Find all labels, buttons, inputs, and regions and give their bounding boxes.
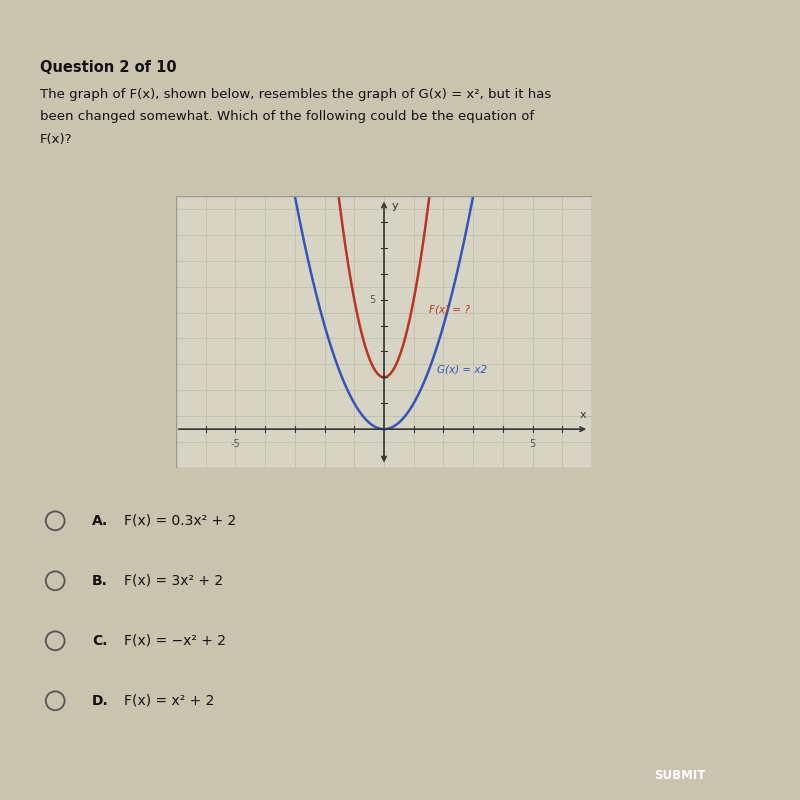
Text: F(x) = ?: F(x) = ?	[429, 305, 470, 314]
Text: F(x) = 0.3x² + 2: F(x) = 0.3x² + 2	[124, 514, 236, 528]
Text: D.: D.	[92, 694, 109, 708]
Text: 5: 5	[530, 439, 536, 449]
Text: The graph of F(x), shown below, resembles the graph of G(x) = x², but it has: The graph of F(x), shown below, resemble…	[40, 88, 551, 101]
Text: G(x) = x2: G(x) = x2	[438, 364, 488, 374]
Text: SUBMIT: SUBMIT	[654, 769, 706, 782]
Text: B.: B.	[92, 574, 108, 588]
Text: A.: A.	[92, 514, 108, 528]
Text: been changed somewhat. Which of the following could be the equation of: been changed somewhat. Which of the foll…	[40, 110, 534, 123]
Text: Question 2 of 10: Question 2 of 10	[40, 60, 177, 75]
Text: C.: C.	[92, 634, 107, 648]
Text: F(x) = x² + 2: F(x) = x² + 2	[124, 694, 214, 708]
Text: y: y	[391, 201, 398, 211]
Text: F(x)?: F(x)?	[40, 133, 73, 146]
Text: x: x	[580, 410, 586, 420]
Text: 5: 5	[369, 294, 375, 305]
Text: F(x) = −x² + 2: F(x) = −x² + 2	[124, 634, 226, 648]
Text: -5: -5	[230, 439, 240, 449]
Text: F(x) = 3x² + 2: F(x) = 3x² + 2	[124, 574, 223, 588]
